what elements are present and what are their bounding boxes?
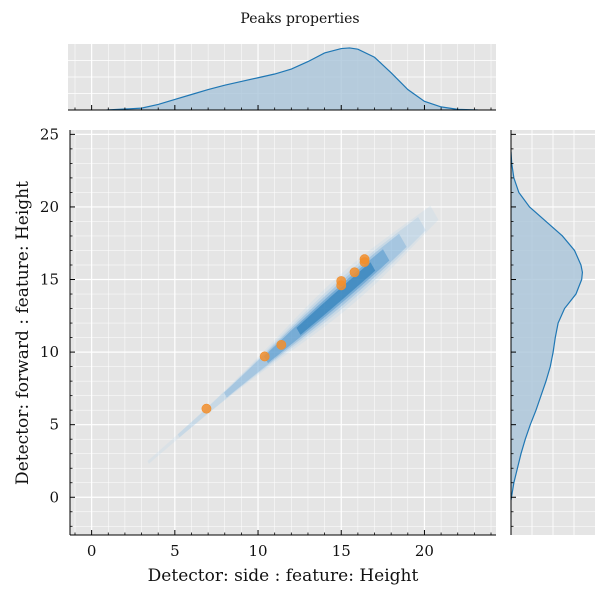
density-band-level-5 xyxy=(296,262,376,335)
x-axis-label: Detector: side : feature: Height xyxy=(148,566,419,586)
scatter-point xyxy=(259,351,270,362)
plot-grid xyxy=(70,130,496,535)
scatter-point xyxy=(276,339,287,350)
y-tick-label: 15 xyxy=(40,271,59,289)
y-tick-label: 5 xyxy=(49,416,59,434)
scatter-point xyxy=(201,403,212,414)
main-scatter-panel: 0 5 10 15 20 0 5 10 15 20 25 Detector: side : fea… xyxy=(13,125,496,586)
top-marginal-panel xyxy=(68,44,496,111)
scatter-point xyxy=(359,254,370,265)
y-axis-label: Detector: forward : feature: Height xyxy=(13,181,33,485)
density-band xyxy=(147,205,439,464)
x-tick-label: 10 xyxy=(248,542,267,560)
x-marginal-density-line xyxy=(106,47,478,110)
right-marginal-panel xyxy=(510,130,595,535)
scatter-point xyxy=(336,276,347,286)
y-tick-label: 10 xyxy=(40,343,59,361)
chart-title: Peaks properties xyxy=(240,11,359,27)
x-tick-label: 5 xyxy=(170,542,180,560)
x-tick-label: 0 xyxy=(87,542,97,560)
y-axis-ticks: 0 5 10 15 20 25 xyxy=(40,125,75,527)
x-axis-ticks: 0 5 10 15 20 xyxy=(74,530,492,560)
y-tick-label: 25 xyxy=(40,125,59,143)
y-tick-label: 20 xyxy=(40,198,59,216)
scatter-points xyxy=(201,254,370,414)
y-tick-label: 0 xyxy=(49,488,59,506)
scatter-point xyxy=(349,267,360,278)
x-tick-label: 20 xyxy=(415,542,434,560)
right-marginal-ticks xyxy=(511,133,516,527)
top-marginal-ticks xyxy=(74,105,492,110)
y-marginal-density-line xyxy=(511,151,584,501)
x-marginal-density-fill xyxy=(106,47,478,110)
x-tick-label: 15 xyxy=(332,542,351,560)
